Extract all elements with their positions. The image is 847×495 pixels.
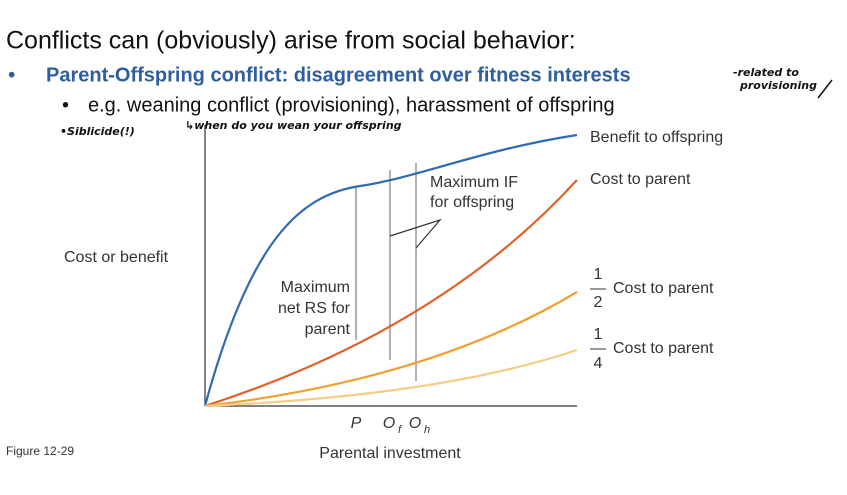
x-tick-label: O: [409, 415, 421, 432]
curve-label: Cost to parent: [590, 171, 691, 188]
callout: Maximum IF: [430, 174, 518, 191]
half-cost-curve: [204, 291, 578, 408]
bullet: Parent-Offspring conflict: disagreement …: [46, 64, 631, 86]
quarter-cost-curve: [204, 348, 578, 408]
slide-title: Conflicts can (obviously) arise from soc…: [6, 27, 576, 55]
x-tick-label: P: [351, 415, 362, 432]
annotation: -related to: [733, 66, 799, 79]
sub-bullet: e.g. weaning conflict (provisioning), ha…: [88, 94, 615, 116]
cost-curve: [204, 179, 578, 408]
callout: net RS for: [278, 300, 351, 317]
callout: parent: [305, 321, 351, 338]
x-tick-sub: h: [424, 424, 430, 436]
annotation: •Siblicide(!): [60, 125, 135, 138]
annotation: provisioning: [739, 79, 817, 92]
fraction-den: 4: [594, 355, 603, 372]
callout: for offspring: [430, 194, 514, 211]
curve-label: Cost to parent: [613, 340, 714, 357]
caption: Figure 12-29: [6, 444, 74, 458]
curve-label: Benefit to offspring: [590, 129, 723, 146]
callout-line: [389, 218, 442, 249]
y-axis-label: Cost or benefit: [64, 249, 169, 266]
curve-label: Cost to parent: [613, 280, 714, 297]
x-axis-label: Parental investment: [319, 445, 461, 462]
fraction-num: 1: [594, 266, 603, 283]
annotation: ↳when do you wean your offspring: [185, 119, 402, 132]
bullet-dot: •: [8, 64, 15, 87]
callout: Maximum: [281, 279, 350, 296]
x-tick-sub: f: [398, 424, 402, 436]
fraction-num: 1: [594, 326, 603, 343]
annotation-mark: [817, 79, 833, 99]
fraction-den: 2: [594, 294, 603, 311]
sub-bullet-dot: •: [62, 94, 69, 116]
benefit-curve: [203, 133, 578, 407]
x-tick-label: O: [383, 415, 395, 432]
